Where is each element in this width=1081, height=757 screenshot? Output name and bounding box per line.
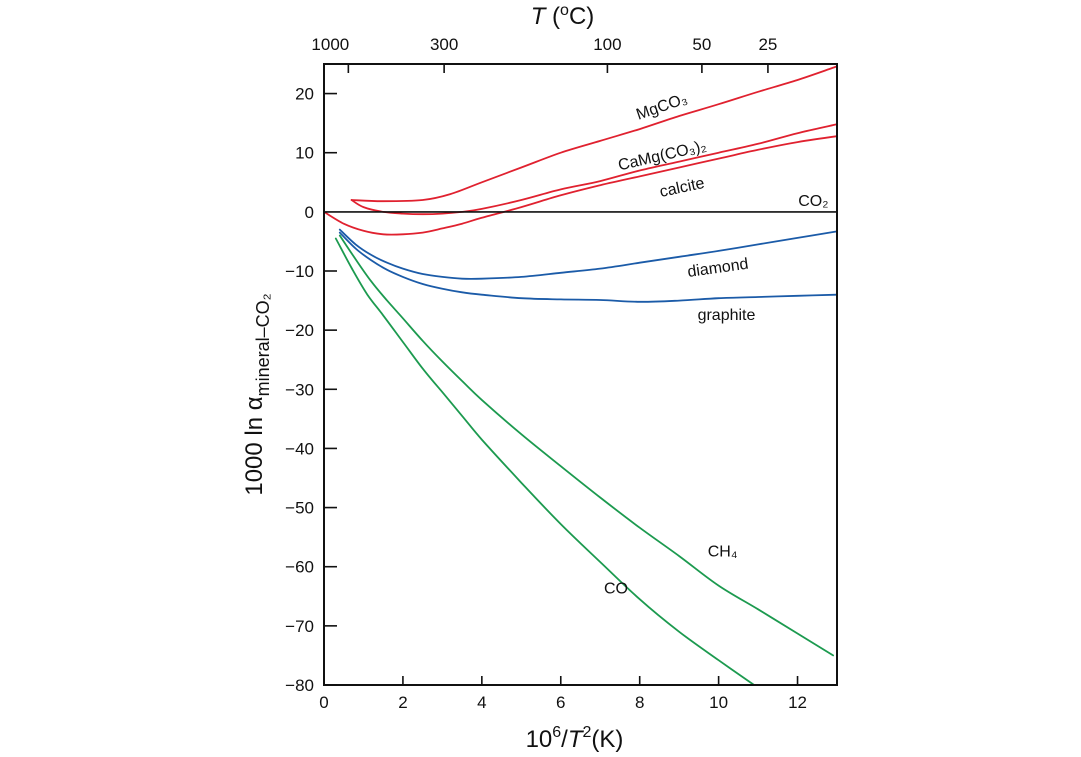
y-tick-label: 20 (295, 85, 314, 104)
y-tick-label: −80 (285, 676, 314, 695)
y-tick-label: −40 (285, 439, 314, 458)
top-tick-label: 25 (758, 35, 777, 54)
curve-label-ch4: CH₄ (708, 544, 738, 561)
top-title-open: ( (545, 3, 560, 30)
bottom-x-axis: 0 2 4 6 8 10 12 (319, 676, 807, 712)
x-tick-label: 6 (556, 693, 565, 712)
curve-label-camg-co3-2: CaMg(CO₃)₂ (617, 138, 709, 175)
curves (323, 65, 838, 686)
top-temperature-axis: 1000 300 100 50 25 (311, 35, 777, 73)
x-title-slash: / (561, 726, 568, 753)
y-tick-label: −30 (285, 380, 314, 399)
y-tick-label: −20 (285, 321, 314, 340)
y-title-prefix: 1000 ln (241, 410, 268, 495)
curve-label-co2: CO₂ (798, 193, 828, 210)
x-title-exp: 6 (552, 724, 561, 741)
top-title-degree: o (560, 2, 569, 19)
series-line-ch4 (338, 234, 834, 657)
y-tick-label: 10 (295, 144, 314, 163)
plot-frame (323, 63, 838, 686)
curve-label-mgco3: MgCO₃ (634, 90, 689, 123)
y-axis-title: 1000 ln αmineral–CO₂ (241, 293, 273, 495)
x-title-base: 10 (526, 726, 553, 753)
x-title-pow: 2 (583, 724, 592, 741)
y-tick-label: −70 (285, 617, 314, 636)
top-tick-label: 100 (593, 35, 621, 54)
curve-label-graphite: graphite (698, 307, 756, 324)
x-title-unit: (K) (591, 726, 623, 753)
top-title-var: T (531, 3, 548, 30)
x-tick-label: 4 (477, 693, 486, 712)
x-axis-title: 106/T2(K) (526, 724, 624, 753)
x-tick-label: 10 (709, 693, 728, 712)
x-tick-label: 8 (635, 693, 644, 712)
series-line-graphite (338, 231, 838, 303)
y-tick-label: −60 (285, 558, 314, 577)
top-tick-label: 300 (430, 35, 458, 54)
curve-label-diamond: diamond (686, 256, 749, 281)
x-title-var: T (568, 726, 585, 753)
top-axis-title: T (oC) (531, 2, 595, 30)
x-tick-label: 2 (398, 693, 407, 712)
plot-area (323, 63, 838, 686)
curve-label-calcite: calcite (658, 175, 706, 201)
y-title-subscript: mineral–CO₂ (253, 293, 273, 396)
y-tick-label: 0 (305, 203, 314, 222)
top-title-close: C) (569, 3, 594, 30)
series-line-calcite (323, 135, 838, 236)
left-y-axis: 20 10 0 −10 −20 −30 −40 −50 −60 −70 −80 (285, 85, 337, 695)
series-line-camg-co3-2 (350, 123, 838, 216)
top-tick-label: 50 (692, 35, 711, 54)
y-tick-label: −50 (285, 499, 314, 518)
series-line-mgco3 (350, 65, 838, 203)
top-tick-label: 1000 (311, 35, 349, 54)
x-tick-label: 0 (319, 693, 328, 712)
y-tick-label: −10 (285, 262, 314, 281)
series-line-diamond (338, 228, 838, 280)
x-tick-label: 12 (788, 693, 807, 712)
y-title-alpha: α (241, 396, 268, 410)
curve-label-co: CO (604, 580, 628, 597)
series-line-co (334, 237, 755, 686)
